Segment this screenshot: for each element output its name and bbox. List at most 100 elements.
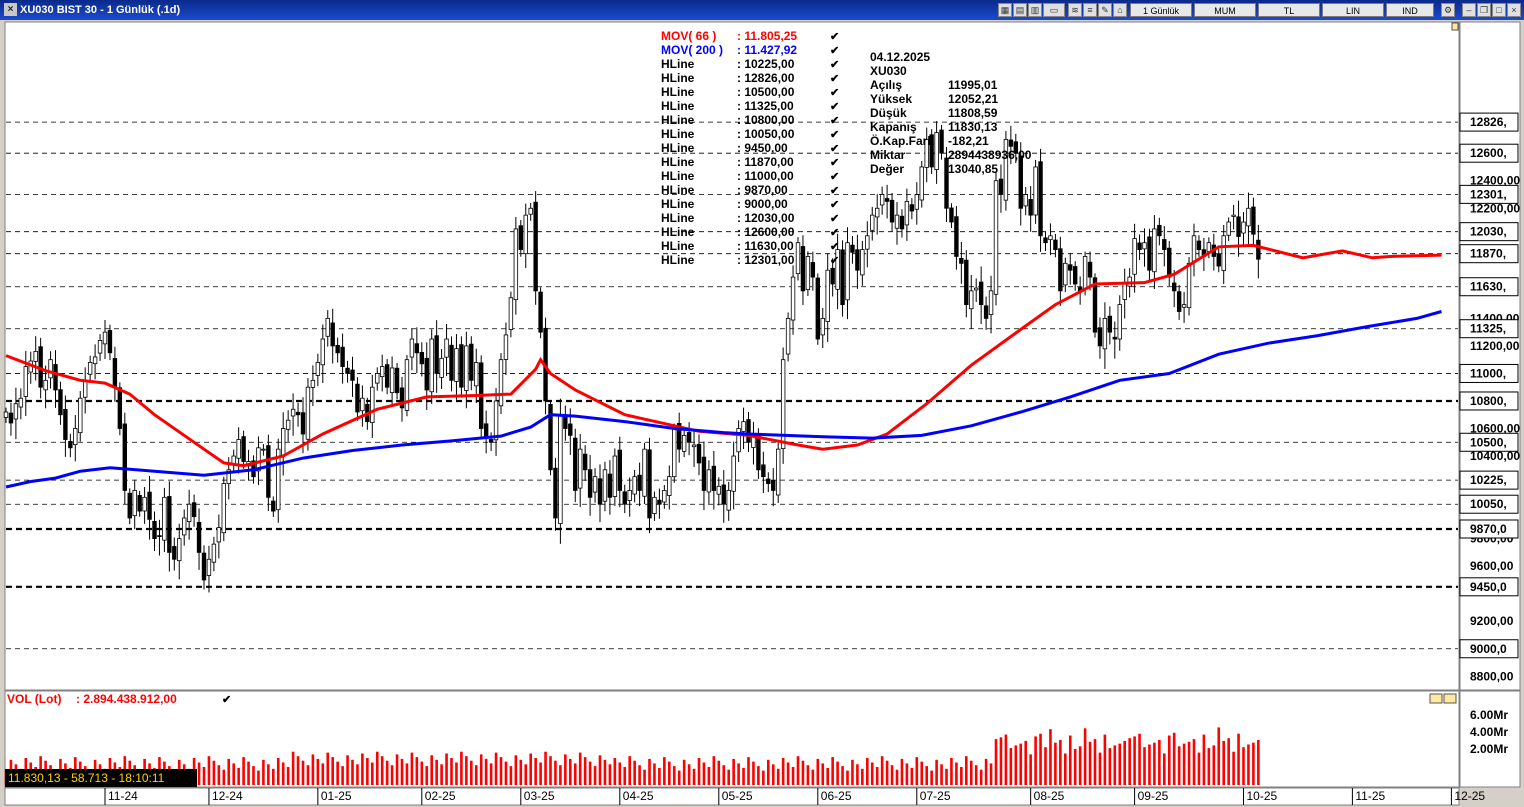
candle-body [1122, 283, 1127, 300]
restore-icon[interactable]: ❐ [1477, 3, 1491, 17]
candle-body [785, 317, 791, 355]
candle-body [677, 423, 682, 450]
candle-body [691, 444, 697, 448]
toolbar-icon-2[interactable]: ▤ [1013, 3, 1027, 17]
chart-type-button[interactable]: MUM [1194, 3, 1256, 17]
candle-body [350, 369, 355, 381]
info-low-key: Düşük [870, 106, 907, 120]
volume-bar [420, 761, 424, 785]
candle-body [1256, 239, 1261, 260]
volume-bar [831, 757, 834, 785]
minimize-icon[interactable]: – [1462, 3, 1476, 17]
candle-body [701, 456, 707, 491]
volume-bar [752, 761, 755, 785]
volume-bar [1019, 743, 1023, 785]
toolbar-icon-5[interactable]: ≋ [1068, 3, 1082, 17]
candle-body [929, 134, 934, 168]
time-axis-label: 12-24 [212, 789, 243, 803]
volume-bar [707, 767, 711, 785]
candle-body [1162, 239, 1167, 250]
toolbar-icon-1[interactable]: ▦ [998, 3, 1012, 17]
volume-bar [445, 753, 448, 785]
mode-button[interactable]: IND [1386, 3, 1434, 17]
toolbar-icon-7[interactable]: ✎ [1098, 3, 1112, 17]
time-axis-label: 05-25 [722, 789, 753, 803]
toolbar-icon-4[interactable]: ▭ [1043, 3, 1065, 17]
volume-bar [1064, 753, 1067, 785]
hline-legend-label: HLine [661, 239, 695, 253]
candle-body [167, 496, 172, 553]
candle-body [647, 449, 652, 519]
toolbar-icon-3[interactable]: ▥ [1028, 3, 1042, 17]
hline-legend-value: : 12030,00 [737, 211, 795, 225]
volume-bar [1054, 742, 1057, 785]
candle-body [969, 290, 974, 310]
toolbar-icon-8[interactable]: ⌂ [1113, 3, 1127, 17]
volume-bar [1073, 749, 1077, 785]
volume-bar [1068, 735, 1072, 785]
volume-bar [450, 758, 453, 785]
hline-legend-value: : 11000,00 [737, 169, 794, 183]
candle-body [622, 491, 627, 505]
panel-toggle-icon[interactable] [1451, 22, 1459, 31]
price-axis-label: 12200,00 [1470, 201, 1520, 215]
hline-label: 12030, [1470, 225, 1507, 239]
volume-bar [702, 762, 706, 785]
volume-bar [905, 763, 909, 785]
candle-body [424, 357, 429, 391]
candle-body [1176, 291, 1182, 312]
candle-body [18, 397, 24, 408]
candle-body [226, 469, 231, 484]
candle-body [597, 478, 603, 505]
candle-body [498, 359, 504, 407]
hline-legend-value: : 11630,00 [737, 239, 794, 253]
volume-bar [1192, 739, 1196, 785]
volume-bar [227, 758, 231, 785]
toolbar-icon-6[interactable]: ≡ [1083, 3, 1097, 17]
volume-bar [618, 762, 622, 785]
volume-legend-label: VOL (Lot) [7, 692, 61, 706]
close-window-icon[interactable]: × [1507, 3, 1521, 17]
candle-body [949, 207, 954, 223]
volume-bar [608, 764, 612, 785]
currency-button[interactable]: TL [1258, 3, 1320, 17]
candle-body [132, 490, 137, 517]
hline-label: 12301, [1470, 187, 1507, 201]
candlestick-chart[interactable]: 12400,0012200,0011400,0011200,0010600,00… [0, 20, 1524, 807]
settings-icon[interactable]: ⚙ [1441, 3, 1455, 17]
price-axis-label: 8800,00 [1470, 669, 1514, 683]
volume-axis-label: 6.00Mr [1470, 708, 1508, 722]
candle-body [637, 474, 642, 491]
volume-bar [470, 760, 473, 785]
info-value-key: Değer [870, 162, 904, 176]
volume-bar [821, 763, 825, 785]
candle-body [939, 129, 944, 154]
candle-body [375, 373, 380, 384]
hline-legend-value: : 9000,00 [737, 197, 788, 211]
candle-body [355, 383, 360, 413]
hline-label: 12826, [1470, 115, 1507, 129]
volume-bar [242, 757, 245, 785]
volume-bar [900, 758, 904, 785]
close-chart-icon[interactable]: × [4, 3, 17, 16]
candle-body [1132, 238, 1137, 275]
volume-bar [455, 762, 458, 785]
period-button[interactable]: 1 Günlük [1130, 3, 1192, 17]
maximize-icon[interactable]: □ [1492, 3, 1506, 17]
volume-bar [405, 763, 409, 785]
scale-button[interactable]: LIN [1322, 3, 1384, 17]
volume-bar [895, 769, 899, 785]
candle-body [924, 139, 929, 168]
candle-body [1043, 237, 1048, 244]
candle-body [1073, 266, 1078, 285]
volume-panel-button-1[interactable] [1429, 693, 1443, 704]
candle-body [290, 408, 296, 417]
candle-body [909, 204, 915, 212]
candle-body [1003, 139, 1009, 201]
volume-bar [866, 758, 869, 785]
volume-bar [598, 755, 602, 785]
candle-body [1167, 247, 1172, 278]
volume-bar [1148, 744, 1151, 785]
volume-bar [816, 758, 820, 785]
volume-panel-button-2[interactable] [1443, 693, 1457, 704]
